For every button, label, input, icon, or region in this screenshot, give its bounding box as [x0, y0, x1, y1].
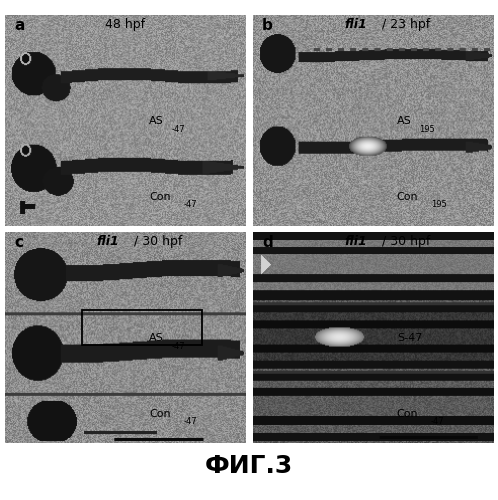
Text: ФИГ.3: ФИГ.3 [205, 454, 293, 478]
Text: -47: -47 [183, 418, 197, 426]
Text: Con: Con [149, 192, 171, 202]
Text: / 30 hpf: / 30 hpf [130, 235, 182, 248]
Text: -47: -47 [183, 200, 197, 209]
Text: Con: Con [397, 409, 418, 419]
Text: AS: AS [149, 116, 164, 126]
Text: -47: -47 [431, 418, 444, 426]
Text: / 30 hpf: / 30 hpf [377, 235, 430, 248]
Text: d: d [262, 235, 273, 250]
Text: -47: -47 [172, 342, 185, 350]
Text: AS: AS [397, 116, 412, 126]
Text: fli1: fli1 [96, 235, 119, 248]
Text: fli1: fli1 [344, 18, 367, 31]
Text: Con: Con [397, 192, 418, 202]
Bar [82, 310, 202, 344]
Text: c: c [14, 235, 23, 250]
Text: fli1: fli1 [344, 235, 367, 248]
Text: b: b [262, 18, 273, 33]
Text: 48 hpf: 48 hpf [105, 18, 145, 31]
Text: 195: 195 [419, 124, 435, 134]
Text: 195: 195 [431, 200, 447, 209]
Text: S-47: S-47 [397, 333, 422, 343]
Text: a: a [14, 18, 25, 33]
Text: AS: AS [149, 333, 164, 343]
Text: Con: Con [149, 409, 171, 419]
Text: / 23 hpf: / 23 hpf [377, 18, 430, 31]
Text: -47: -47 [172, 124, 185, 134]
